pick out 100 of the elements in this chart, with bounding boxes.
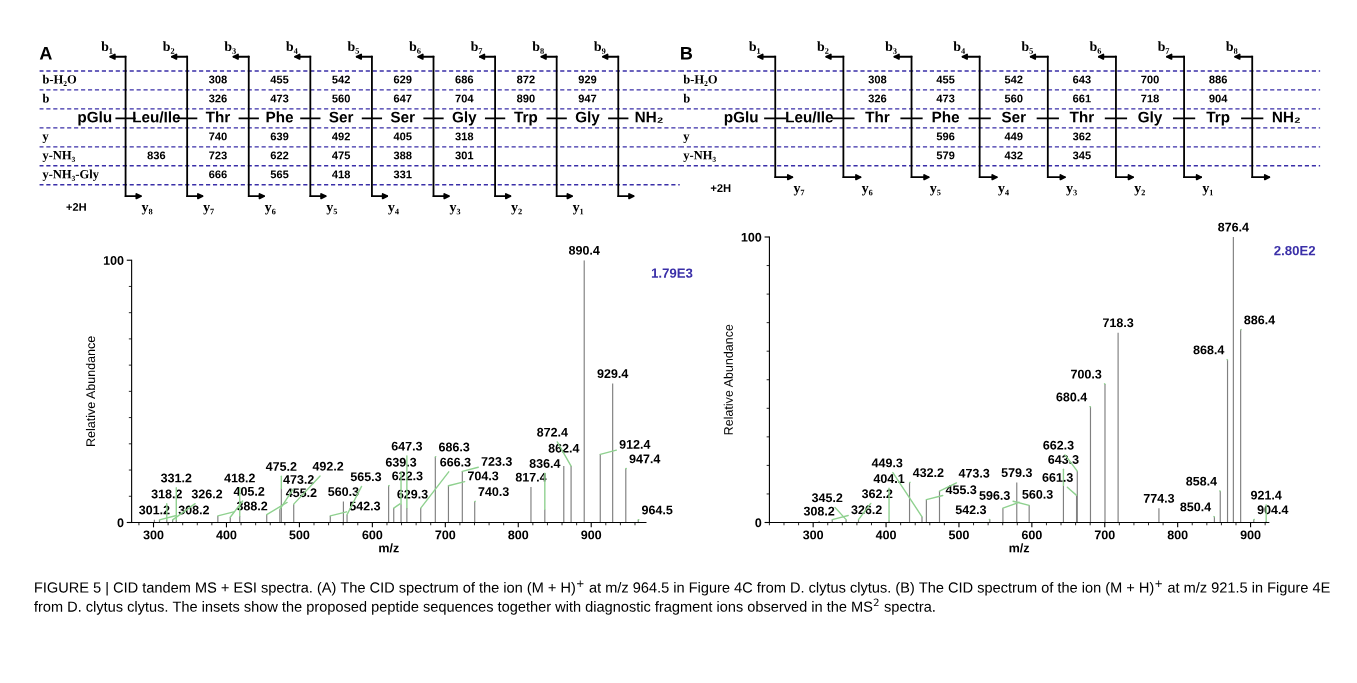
data-label: 872 <box>516 75 535 84</box>
annotation: 326.2 <box>191 489 223 499</box>
x-tick-label: Ser <box>1001 111 1026 123</box>
x-tick-label: 700 <box>1094 530 1115 540</box>
text: b₇ <box>1157 41 1170 54</box>
data-label: 890 <box>516 94 535 103</box>
x-tick-label: Gly <box>452 111 477 126</box>
annotation: 661.3 <box>1042 473 1073 482</box>
annotation: 492.2 <box>312 461 344 471</box>
data-label: 492 <box>332 132 350 141</box>
text: y₂ <box>1134 186 1145 196</box>
x-tick-label: Trp <box>514 111 538 126</box>
annotation: 836.4 <box>529 459 561 468</box>
annotation: 774.3 <box>1143 493 1175 503</box>
annotation: 475.2 <box>265 462 297 471</box>
text: 1.79E3 <box>651 268 693 278</box>
annotation: 331.2 <box>160 473 192 483</box>
text: b₈ <box>1226 41 1238 54</box>
annotation: 718.3 <box>1103 318 1134 328</box>
text: y₆ <box>264 205 276 215</box>
data-label: 836 <box>147 151 166 160</box>
x-tick-label: Gly <box>575 111 600 126</box>
annotation: 912.4 <box>619 439 651 449</box>
data-label: 718 <box>1141 94 1159 103</box>
x-tick-label: 600 <box>362 530 383 540</box>
annotation: 700.3 <box>1071 369 1102 379</box>
text: FIGURE 5 | CID tandem MS + ESI spectra. (A) The CID spectrum of the ion (M + H)$^{+}$ at m/z 964.5 in Figure 4C from D. clytus clytus. (B) The CID spectrum of the ion (M + H)$^{+}$ at m/z 921.5 in Figure 4E from D. clytus clytus. The insets show the proposed peptide sequences together with diagnostic fragment ions observed in the MS$^{2}$ spectra. <box>34 580 1330 615</box>
x-tick-label: Trp <box>1206 111 1230 126</box>
annotation: 542.3 <box>349 501 381 511</box>
data-label: 331 <box>393 170 412 179</box>
y-tick-label: 0 <box>755 518 762 528</box>
x-tick-label: pGlu <box>78 111 112 126</box>
data-label: 886 <box>1209 75 1228 84</box>
data-label: 639 <box>270 132 289 141</box>
text: y₄ <box>388 205 399 215</box>
data-label: 362 <box>1072 132 1091 141</box>
data-label: 301 <box>455 151 474 160</box>
data-label: 700 <box>1141 75 1159 84</box>
data-label: 455 <box>936 75 955 84</box>
annotation: 473.2 <box>283 475 314 484</box>
text: y₇ <box>793 186 805 196</box>
x-axis-title: m/z <box>379 543 399 553</box>
y-tick-label: 0 <box>117 518 124 528</box>
x-tick-label: NH₂ <box>1272 111 1300 123</box>
x-tick-label: Ser <box>390 111 415 123</box>
annotation: 890.4 <box>568 245 600 255</box>
annotation: 308.2 <box>178 505 210 515</box>
x-tick-label: Thr <box>865 111 890 123</box>
chart-title: A <box>39 46 52 60</box>
text: b₁ <box>101 41 113 54</box>
text: b₈ <box>532 41 544 54</box>
y-tick-label: b <box>42 93 49 103</box>
data-label: 704 <box>455 94 474 103</box>
y-tick-label: y-NH₃ <box>42 151 76 162</box>
text: y₄ <box>998 186 1009 196</box>
annotation: 876.4 <box>1218 222 1249 232</box>
y-tick-label: 100 <box>103 256 124 265</box>
annotation: 565.3 <box>350 472 382 482</box>
text: b₄ <box>286 41 298 54</box>
text: b₄ <box>953 41 966 54</box>
annotation: 388.2 <box>236 501 268 511</box>
annotation: 868.4 <box>1193 345 1225 355</box>
text: y₈ <box>141 205 153 215</box>
data-label: 579 <box>936 151 955 160</box>
annotation: 947.4 <box>629 454 661 464</box>
annotation: 473.3 <box>958 468 990 478</box>
data-label: 661 <box>1073 94 1091 103</box>
annotation: 666.3 <box>440 457 471 467</box>
y-tick-label: y <box>683 134 690 144</box>
text: b₆ <box>1089 41 1102 54</box>
annotation: 542.3 <box>955 505 987 515</box>
x-tick-label: Leu/Ile <box>133 111 181 123</box>
text: y₃ <box>449 205 461 215</box>
text: +2H <box>710 184 731 192</box>
data-label: 629 <box>393 75 412 84</box>
x-tick-label: 700 <box>435 530 456 540</box>
data-label: 473 <box>936 94 955 103</box>
text: y₁ <box>1202 186 1213 196</box>
annotation: 560.3 <box>1022 489 1053 499</box>
data-label: 405 <box>393 132 412 141</box>
x-tick-label: NH₂ <box>635 111 663 123</box>
annotation: 308.2 <box>803 506 835 516</box>
annotation: 432.2 <box>912 468 944 478</box>
annotation: 740.3 <box>478 487 509 497</box>
text: y₅ <box>929 186 941 196</box>
text: b₂ <box>162 41 175 54</box>
data-label: 308 <box>868 75 887 84</box>
annotation: 929.4 <box>597 369 629 379</box>
annotation: 862.4 <box>548 443 580 453</box>
x-tick-label: Ser <box>329 111 354 123</box>
annotation: 704.3 <box>468 471 499 481</box>
y-tick-label: b-H₂O <box>42 74 77 86</box>
x-tick-label: 900 <box>581 530 602 540</box>
annotation: 579.3 <box>1001 468 1032 478</box>
y-axis-title: Relative Abundance <box>723 324 733 435</box>
y-tick-label: y-NH₃-Gly <box>42 169 99 181</box>
data-label: 542 <box>332 75 350 84</box>
annotation: 904.4 <box>1257 505 1289 515</box>
text: y₁ <box>572 205 584 215</box>
x-tick-label: Thr <box>205 111 231 123</box>
